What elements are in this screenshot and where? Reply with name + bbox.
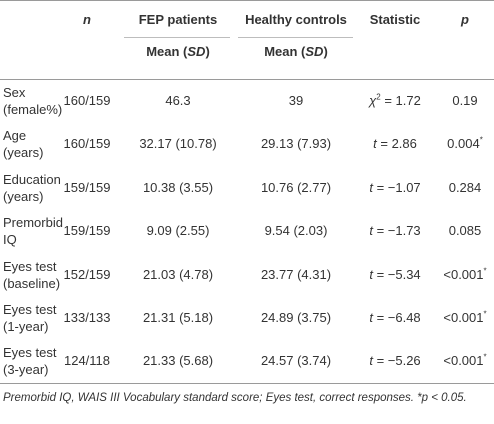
- row-variable-line1: Eyes test: [3, 302, 57, 317]
- row-variable-line1: Premorbid: [3, 215, 63, 230]
- row-p-value: 0.004*: [435, 135, 494, 152]
- header-fep: FEP patients: [138, 12, 218, 27]
- row-fep-value: 10.38 (3.55): [142, 180, 214, 195]
- row-variable-line1: Education: [3, 172, 61, 187]
- row-statistic: t = −6.48: [350, 309, 440, 326]
- row-statistic: t = −5.34: [350, 266, 440, 283]
- row-fep-value: 32.17 (10.78): [139, 136, 217, 151]
- statistic-symbol: t: [369, 310, 373, 325]
- statistic-symbol: t: [369, 267, 373, 282]
- row-statistic: t = −1.07: [350, 179, 440, 196]
- row-fep-value: 21.03 (4.78): [142, 267, 214, 282]
- significance-star: *: [483, 309, 487, 319]
- statistic-symbol: t: [369, 223, 373, 238]
- statistic-symbol: t: [373, 136, 377, 151]
- row-n: 160/159: [63, 136, 111, 151]
- row-statistic: χ2 = 1.72: [350, 92, 440, 109]
- header-fep-mean: Mean (SD): [146, 44, 210, 59]
- statistic-value: = −5.34: [372, 267, 421, 282]
- row-n: 160/159: [63, 93, 111, 108]
- row-p-value: <0.001*: [435, 309, 494, 326]
- p-value-text: 0.284: [448, 180, 482, 195]
- statistic-superscript: 2: [376, 92, 381, 102]
- row-variable-line1: Eyes test: [3, 259, 57, 274]
- row-hc-value: 24.57 (3.74): [260, 353, 332, 368]
- row-fep-value: 21.33 (5.68): [142, 353, 214, 368]
- statistic-value: = −1.07: [372, 180, 421, 195]
- row-hc-value: 10.76 (2.77): [260, 180, 332, 195]
- header-n: n: [83, 12, 91, 27]
- header-p: p: [461, 12, 469, 27]
- row-variable-line2: (years): [3, 189, 44, 204]
- p-value-text: 0.19: [452, 93, 478, 108]
- row-statistic: t = −5.26: [350, 352, 440, 369]
- p-value-text: <0.001: [443, 353, 484, 368]
- p-value-text: <0.001: [443, 310, 484, 325]
- p-value-text: 0.085: [448, 223, 482, 238]
- row-hc-value: 39: [288, 93, 304, 108]
- p-value-text: 0.004: [447, 136, 480, 151]
- statistic-value: = 1.72: [380, 93, 421, 108]
- header-rule: [0, 79, 494, 80]
- row-variable-line2: (female%): [3, 102, 63, 117]
- header-healthy-controls: Healthy controls: [245, 12, 347, 27]
- significance-star: *: [483, 266, 487, 276]
- row-hc-value: 9.54 (2.03): [264, 223, 328, 238]
- row-hc-value: 23.77 (4.31): [260, 267, 332, 282]
- row-variable-line1: Age: [3, 128, 27, 143]
- row-p-value: 0.284: [435, 179, 494, 196]
- row-variable-line2: (1-year): [3, 319, 49, 334]
- row-p-value: 0.085: [435, 222, 494, 239]
- row-variable-line2: IQ: [3, 232, 17, 247]
- row-fep-value: 21.31 (5.18): [142, 310, 214, 325]
- hc-subrule: [238, 37, 353, 38]
- row-p-value: <0.001*: [435, 352, 494, 369]
- row-p-value: 0.19: [435, 92, 494, 109]
- significance-star: *: [483, 352, 487, 362]
- row-n: 152/159: [63, 267, 111, 282]
- statistic-symbol: t: [369, 353, 373, 368]
- fep-subrule: [124, 37, 230, 38]
- footnote: Premorbid IQ, WAIS III Vocabulary standa…: [3, 392, 467, 404]
- statistic-value: = −1.73: [372, 223, 421, 238]
- statistic-symbol: χ: [369, 93, 377, 108]
- statistic-value: = −6.48: [372, 310, 421, 325]
- row-fep-value: 46.3: [165, 93, 191, 108]
- row-variable-line2: (years): [3, 145, 44, 160]
- row-hc-value: 29.13 (7.93): [260, 136, 332, 151]
- row-n: 159/159: [63, 223, 111, 238]
- row-n: 124/118: [63, 353, 111, 368]
- row-fep-value: 9.09 (2.55): [146, 223, 210, 238]
- row-hc-value: 24.89 (3.75): [260, 310, 332, 325]
- row-p-value: <0.001*: [435, 266, 494, 283]
- row-variable-line2: (3-year): [3, 362, 49, 377]
- statistic-value: = −5.26: [372, 353, 421, 368]
- row-statistic: t = −1.73: [350, 222, 440, 239]
- statistic-symbol: t: [369, 180, 373, 195]
- significance-star: *: [479, 135, 483, 145]
- row-variable-line1: Sex: [3, 85, 26, 100]
- header-hc-mean: Mean (SD): [264, 44, 328, 59]
- row-n: 133/133: [63, 310, 111, 325]
- row-variable-line1: Eyes test: [3, 345, 57, 360]
- statistic-value: = 2.86: [376, 136, 417, 151]
- header-statistic: Statistic: [369, 12, 421, 27]
- bottom-rule: [0, 383, 494, 384]
- row-variable-line2: (baseline): [3, 276, 61, 291]
- top-rule: [0, 0, 494, 1]
- row-statistic: t = 2.86: [350, 135, 440, 152]
- p-value-text: <0.001: [443, 267, 484, 282]
- row-n: 159/159: [63, 180, 111, 195]
